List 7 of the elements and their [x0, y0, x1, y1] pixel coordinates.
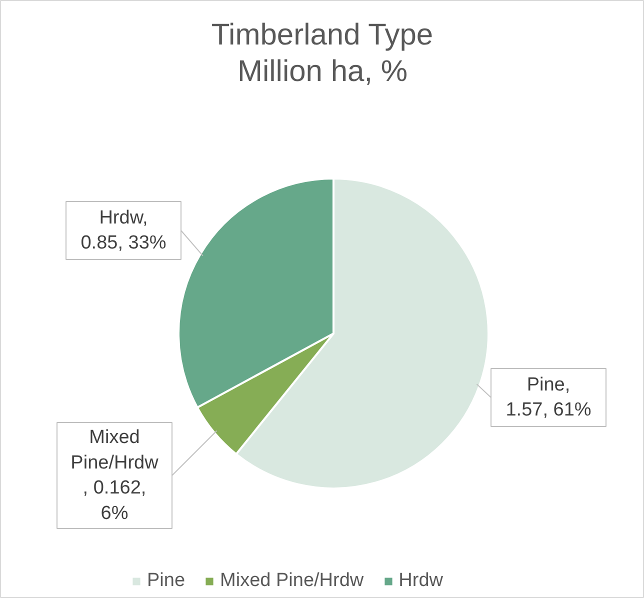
chart-title: Timberland Type Million ha, %: [211, 18, 434, 88]
data-label: Pine, 1.57, 61%: [506, 374, 592, 421]
data-label: Mixed Pine/Hrdw , 0.162, 6%: [70, 427, 159, 524]
data-label: Hrdw, 0.85, 33%: [80, 207, 166, 254]
legend-label: Mixed Pine/Hrdw: [220, 570, 364, 592]
legend-label: Pine: [147, 570, 186, 592]
legend-label: Hrdw: [398, 570, 443, 592]
